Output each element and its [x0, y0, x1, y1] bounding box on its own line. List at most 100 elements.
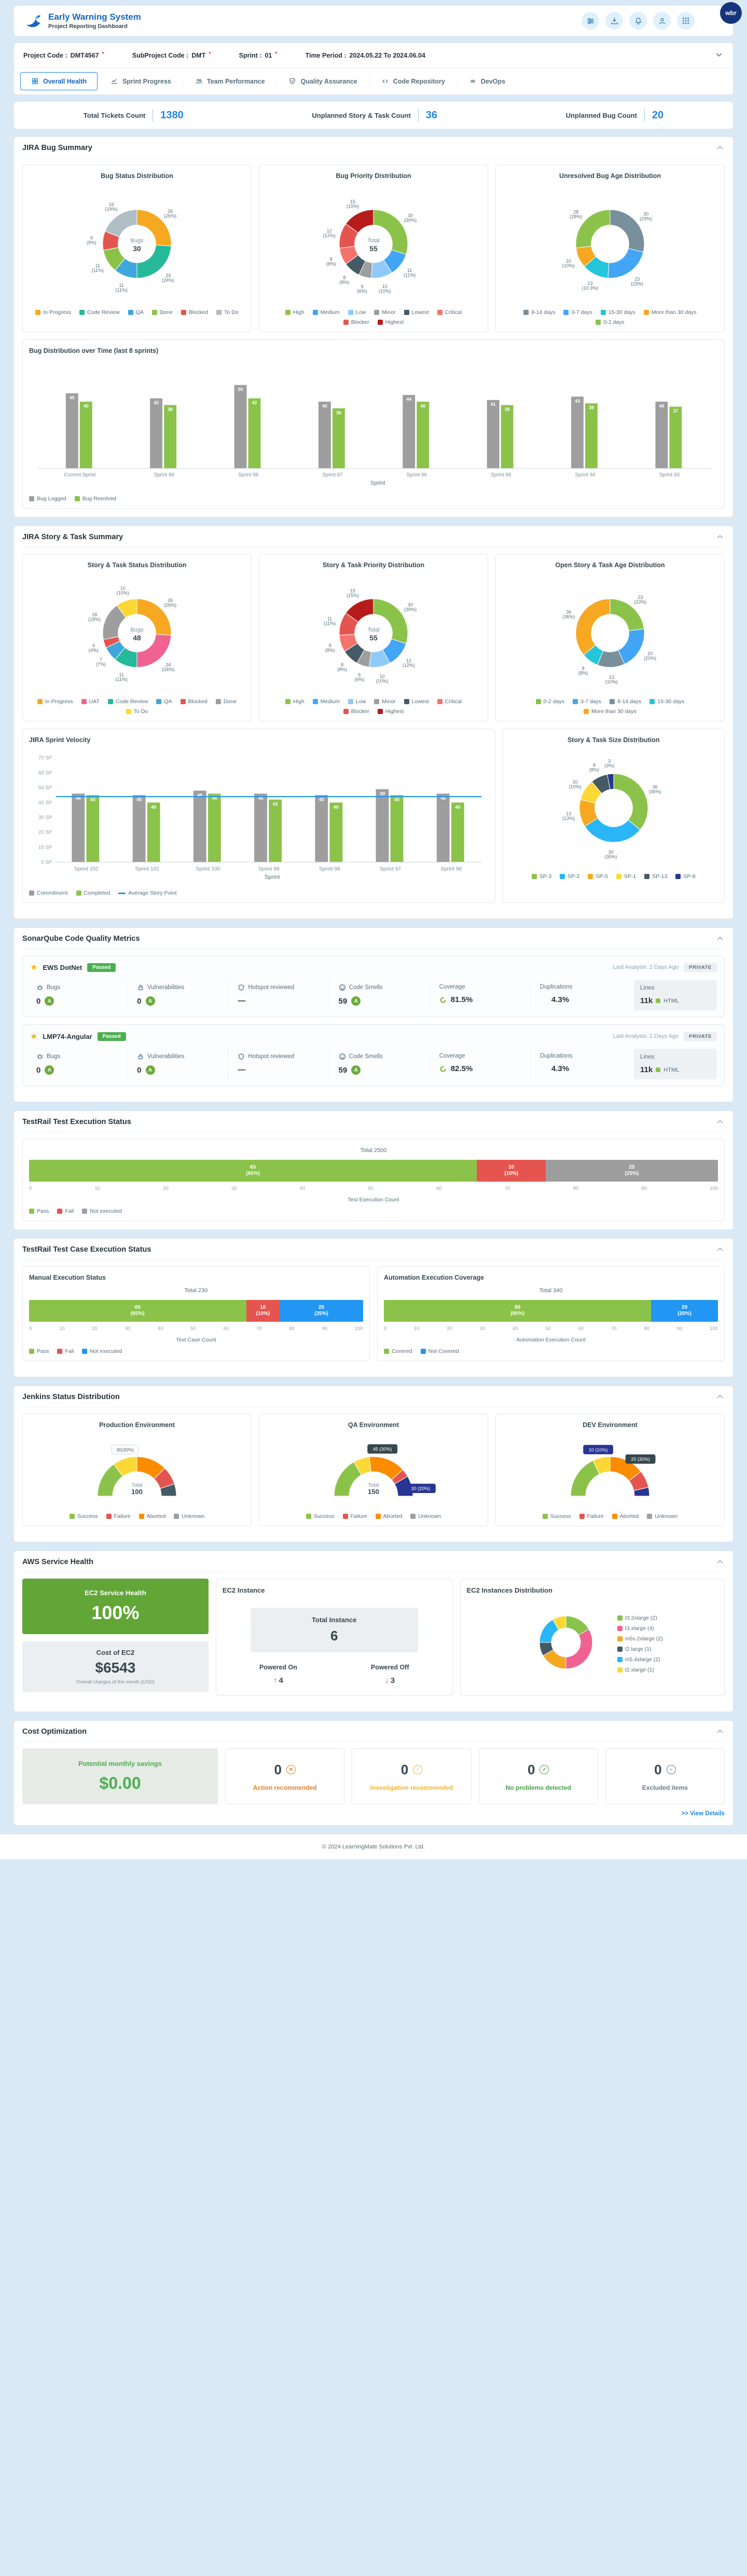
sprint-velocity-bar-chart: 0 SP 10 SP 20 SP 30 SP 40 SP 50 SP 60 SP 70 SP 4…: [29, 748, 489, 885]
project-code-value[interactable]: DMT4567: [70, 51, 99, 59]
stat-label: Unplanned Story & Task Count: [312, 111, 411, 119]
notifications-button[interactable]: [629, 12, 647, 30]
bug-over-time-bar-chart: 45 40 Current Sprint 42 38 Sprint 99 50 42 Sprin…: [29, 359, 718, 490]
tab-team-performance[interactable]: Team Performance: [183, 72, 276, 90]
project-name[interactable]: LMP74-Angular: [43, 1032, 92, 1040]
tab-overall-health[interactable]: Overall Health: [20, 72, 98, 90]
app-header: Early Warning System Project Reporting D…: [13, 5, 734, 36]
dashboard-grid-icon: [32, 78, 38, 85]
svg-text:36(36%): 36 (36%): [562, 610, 575, 620]
apps-menu-button[interactable]: [677, 12, 695, 30]
sliders-icon: [587, 18, 594, 24]
manual-execution-stacked-bar: Total 230 65 (65%) 10 (10%) 25 (25%) 0 10 20 30 40 5…: [29, 1287, 363, 1344]
download-icon: [611, 17, 618, 24]
metric-label: Lines: [640, 985, 655, 992]
duplications-icon: [540, 996, 547, 1004]
panel-ec2-instance: EC2 Instance Total Instance 6 Powered On…: [215, 1579, 453, 1696]
legend-item: Blocker: [343, 708, 369, 715]
metric-label: Vulnerabilities: [147, 984, 185, 991]
collapse-button[interactable]: [715, 1117, 725, 1127]
legend-item: Pass: [29, 1208, 49, 1214]
panel-test-execution: Total 2500 65 (65%) 10 (10%) 25 (25%) 0 10 20 30 40…: [22, 1139, 725, 1222]
tab-devops[interactable]: DevOps: [457, 72, 516, 90]
circle-check-icon: ✓: [540, 1765, 549, 1775]
lock-icon: [138, 1053, 143, 1060]
svg-text:45: 45: [319, 797, 324, 802]
download-report-button[interactable]: [605, 12, 623, 30]
panel-story-status: Story & Task Status Distribution 26 (26%)…: [22, 554, 252, 721]
chevron-up-icon: [717, 1395, 723, 1399]
legend-item: UAT: [81, 698, 100, 705]
collapse-button[interactable]: [715, 1245, 725, 1254]
sprint-value[interactable]: 01: [265, 51, 272, 59]
chart-total-label: Total 340: [539, 1287, 563, 1294]
svg-text:12(12%): 12 (12%): [323, 228, 336, 238]
bug-priority-legend: High Medium Low Minor Lowest Critical Blocker H…: [271, 309, 476, 325]
tab-code-repository[interactable]: Code Repository: [369, 72, 456, 90]
collapse-button[interactable]: [715, 532, 725, 542]
svg-text:43: 43: [575, 399, 580, 404]
view-details-link[interactable]: >> View Details: [681, 1811, 725, 1817]
ec2-service-health-box: EC2 Service Health 100%: [22, 1579, 209, 1635]
svg-text:12(12%): 12 (12%): [403, 658, 415, 668]
html-color-swatch: [656, 1067, 661, 1073]
collapse-button[interactable]: [715, 1557, 725, 1567]
story-size-donut-chart: 36 (36%) 30 (30%) 13 (13%) 10 (10%) 8 (8%) 3 (3%): [557, 748, 671, 868]
chevron-up-icon: [717, 535, 723, 539]
collapse-button[interactable]: [715, 1727, 725, 1736]
legend-item: Medium: [312, 309, 340, 316]
stat-total-tickets: Total Tickets Count 1380: [84, 109, 184, 121]
svg-text:42: 42: [273, 802, 278, 807]
tab-quality-assurance[interactable]: Quality Assurance: [276, 72, 368, 90]
collapse-button[interactable]: [715, 934, 725, 943]
legend-item: In Progress: [37, 698, 73, 705]
tab-sprint-progress[interactable]: Sprint Progress: [99, 72, 182, 90]
tab-bar: Overall Health Sprint Progress Team Perf…: [14, 68, 733, 94]
project-header: ★ LMP74-Angular Passed Last Analysis: 2 …: [30, 1031, 717, 1042]
svg-text:48: 48: [133, 634, 141, 642]
svg-text:49: 49: [380, 791, 385, 797]
qa-gauge-chart: 45 (30%) 30 (20%) Total 150: [309, 1433, 438, 1508]
project-name[interactable]: EWS DotNet: [43, 963, 82, 971]
shield-icon: [239, 984, 244, 991]
legend-item: Bug Resolved: [74, 496, 116, 502]
profile-button[interactable]: [653, 12, 671, 30]
metric-value: 4.3%: [551, 1064, 570, 1074]
section-title: JIRA Bug Summary: [22, 144, 92, 152]
svg-text:Total: Total: [368, 1483, 379, 1488]
subproject-code-value[interactable]: DMT: [191, 51, 206, 59]
legend-item: 0-2 days: [596, 319, 625, 325]
savings-label: Potential monthly savings: [78, 1760, 162, 1768]
svg-text:8(8%): 8 (8%): [325, 643, 335, 653]
bar-segment: 10 (10%): [477, 1160, 546, 1182]
collapse-button[interactable]: [715, 143, 725, 153]
bug-status-legend: In Progress Code Review QA Done Blocked To Do: [35, 309, 239, 316]
svg-text:30: 30: [133, 244, 141, 253]
legend-item: SP-2: [560, 873, 579, 880]
bar-segment: 25 (25%): [545, 1160, 718, 1182]
legend-item: 8-14 days: [523, 309, 555, 316]
filter-collapse-button[interactable]: [714, 50, 724, 61]
x-axis-label: Test Execution Count: [348, 1197, 399, 1203]
section-title: TestRail Test Case Execution Status: [22, 1245, 151, 1254]
bug-icon: [37, 1053, 43, 1059]
apps-grid-icon: [682, 17, 689, 24]
legend-item: 0-2 days: [535, 698, 564, 705]
metric-value: 59: [338, 1065, 348, 1075]
svg-text:Sprint: Sprint: [370, 480, 385, 486]
svg-text:Sprint 95: Sprint 95: [491, 472, 511, 478]
svg-text:Sprint 98: Sprint 98: [238, 472, 259, 478]
collapse-button[interactable]: [715, 1392, 725, 1402]
time-period-value[interactable]: 2024.05.22 To 2024.06.04: [349, 51, 425, 59]
svg-text:20(20%): 20 (20%): [644, 651, 656, 661]
bar-segment: 65 (65%): [29, 1160, 477, 1182]
panel-jenkins-qa: QA Environment 45 (30%) 30 (20%) Total 150 …: [259, 1414, 488, 1527]
user-badge[interactable]: wbr: [720, 2, 742, 24]
chart-title: Production Environment: [99, 1421, 175, 1429]
filter-project-code: Project Code : DMT4567 *: [23, 51, 104, 59]
settings-sliders-button[interactable]: [582, 12, 599, 30]
arrow-down-icon: ↓: [385, 1676, 389, 1686]
svg-text:Sprint 101: Sprint 101: [135, 866, 159, 872]
bar-segment: 80 (80%): [384, 1300, 652, 1322]
svg-text:38: 38: [168, 407, 173, 412]
